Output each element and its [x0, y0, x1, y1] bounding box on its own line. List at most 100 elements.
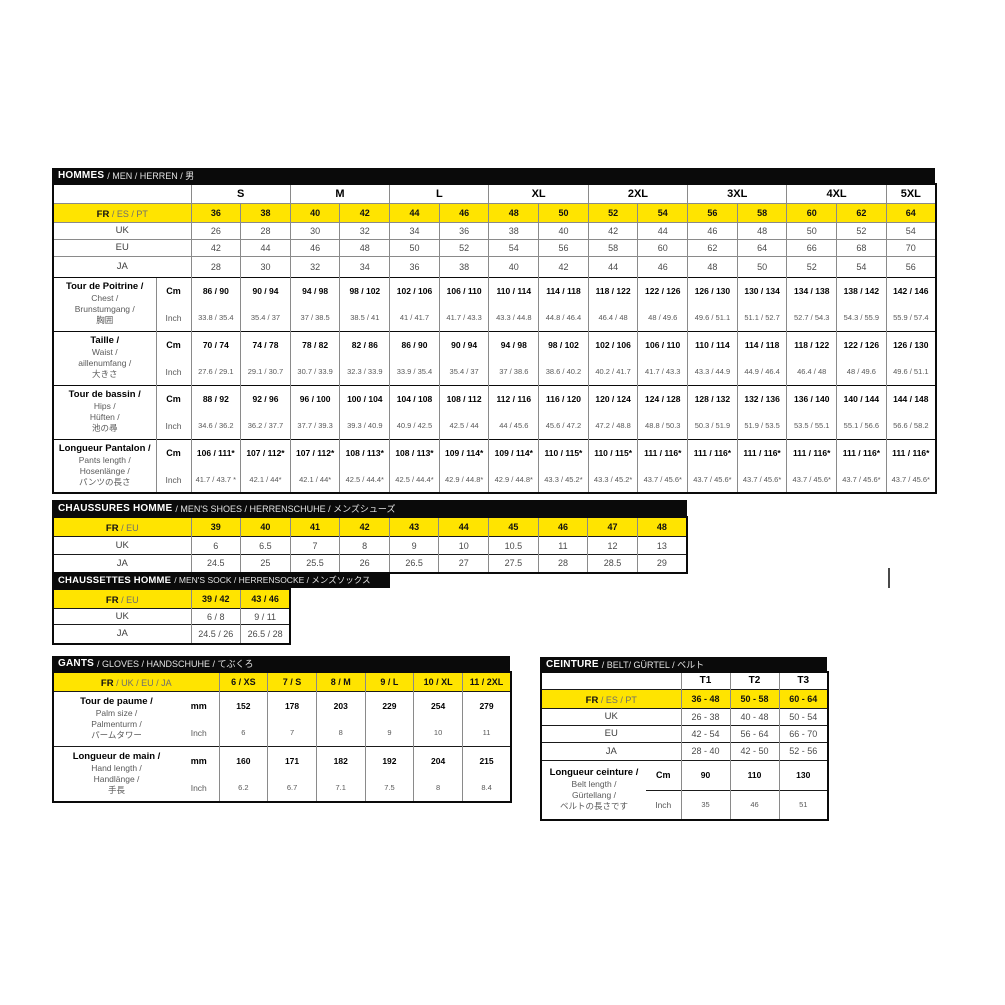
chest-cm-cell: 122 / 126 — [637, 276, 688, 305]
hips-measure-label: Tour de bassin / Hips / Hüften / 池の尋 — [52, 384, 156, 439]
socks-section-subtitle: / MEN'S SOCK / HERRENSOCKE / メンズソックス — [174, 575, 371, 585]
pants-cm-cell: 106 / 111* — [190, 438, 241, 467]
hips-inch-cell: 42.5 / 44 — [438, 413, 489, 439]
belt-section-title: CEINTURE — [546, 658, 599, 670]
fr-size-cell: 36 — [190, 202, 241, 222]
ja-size-cell: 34 — [339, 255, 390, 277]
waist-inch-cell: 30.7 / 33.9 — [289, 359, 340, 385]
shoes-ja-cell: 25.5 — [289, 554, 340, 573]
ja-size-cell: 30 — [240, 255, 291, 277]
belt-length-inch-cell: 51 — [778, 789, 828, 820]
cm-unit-label: Cm — [155, 330, 191, 359]
hand-mm-cell: 171 — [267, 746, 317, 775]
cm-unit-label: Cm — [646, 759, 681, 790]
hips-cm-cell: 132 / 136 — [736, 384, 787, 413]
belt-length-cm-cell: 110 — [729, 759, 779, 790]
hips-inch-cell: 47.2 / 48.8 — [587, 413, 638, 439]
belt-ja-cell: 42 - 50 — [729, 741, 779, 760]
gloves-section-header: GANTS / GLOVES / HANDSCHUHE / てぶくろ — [52, 656, 510, 671]
size-group-header-cell: L — [389, 184, 489, 203]
men-size-table: S M L XL 2XL 3XL 4XL 5XL FR / ES / PT 36 38 40 42 4… — [52, 183, 937, 494]
uk-row-label: UK — [52, 221, 191, 239]
palm-mm-cell: 254 — [413, 691, 463, 720]
waist-cm-cell: 98 / 102 — [538, 330, 589, 359]
pants-cm-cell: 111 / 116* — [836, 438, 887, 467]
hips-inch-cell: 53.5 / 55.1 — [786, 413, 837, 439]
belt-size-header-cell: T3 — [778, 672, 828, 689]
pants-cm-cell: 111 / 116* — [736, 438, 787, 467]
uk-size-cell: 26 — [190, 221, 241, 239]
waist-inch-cell: 37 / 38.6 — [488, 359, 539, 385]
shoes-ja-cell: 24.5 — [190, 554, 241, 573]
ja-row-label: JA — [52, 255, 191, 277]
belt-length-inch-cell: 46 — [729, 789, 779, 820]
ja-size-cell: 38 — [438, 255, 489, 277]
hips-inch-cell: 51.9 / 53.5 — [736, 413, 787, 439]
inch-unit-label: Inch — [155, 467, 191, 493]
eu-size-cell: 66 — [786, 238, 837, 256]
belt-uk-label: UK — [541, 707, 681, 725]
uk-size-cell: 40 — [538, 221, 589, 239]
hips-cm-cell: 92 / 96 — [240, 384, 291, 413]
pants-inch-cell: 42.1 / 44* — [240, 467, 291, 493]
belt-size-header-cell: T2 — [729, 672, 779, 689]
chest-cm-cell: 130 / 134 — [736, 276, 787, 305]
chest-cm-cell: 134 / 138 — [786, 276, 837, 305]
belt-section-subtitle: / BELT/ GÜRTEL / ベルト — [601, 659, 705, 670]
size-group-header-cell: 5XL — [885, 184, 936, 203]
palm-mm-cell: 152 — [218, 691, 268, 720]
socks-uk-cell: 9 / 11 — [240, 608, 291, 625]
belt-uk-cell: 26 - 38 — [680, 707, 730, 725]
chest-inch-cell: 46.4 / 48 — [587, 305, 638, 331]
hips-cm-cell: 104 / 108 — [389, 384, 440, 413]
hips-cm-cell: 120 / 124 — [587, 384, 638, 413]
hips-cm-cell: 112 / 116 — [488, 384, 539, 413]
socks-ja-cell: 24.5 / 26 — [190, 624, 241, 644]
chest-cm-cell: 98 / 102 — [339, 276, 390, 305]
fr-size-cell: 56 — [687, 202, 738, 222]
hips-cm-cell: 140 / 144 — [836, 384, 887, 413]
stray-divider-mark — [888, 568, 890, 588]
palm-size-measure-label: Tour de paume / Palm size / Palmenturm / パ… — [53, 691, 179, 747]
eu-size-cell: 44 — [240, 238, 291, 256]
waist-measure-label: Taille / Waist / aillenumfang / 大きさ — [52, 330, 156, 385]
corner-empty-cell — [52, 184, 191, 203]
shoes-uk-cell: 7 — [289, 536, 340, 555]
shoes-section-header: CHAUSSURES HOMME / MEN'S SHOES / HERRENS… — [52, 500, 687, 516]
waist-cm-cell: 106 / 110 — [637, 330, 688, 359]
fr-size-cell: 44 — [389, 202, 440, 222]
chest-inch-cell: 54.3 / 55.9 — [836, 305, 887, 331]
waist-inch-cell: 41.7 / 43.3 — [637, 359, 688, 385]
belt-ja-cell: 28 - 40 — [680, 741, 730, 760]
belt-fr-cell: 50 - 58 — [729, 688, 779, 708]
fr-size-cell: 52 — [587, 202, 638, 222]
chest-inch-cell: 41 / 41.7 — [389, 305, 440, 331]
uk-size-cell: 54 — [885, 221, 936, 239]
shoes-uk-label: UK — [53, 536, 191, 555]
shoes-fr-eu-label: FR / EU — [105, 523, 139, 534]
socks-uk-label: UK — [53, 608, 191, 625]
hips-cm-cell: 108 / 112 — [438, 384, 489, 413]
hips-inch-cell: 56.6 / 58.2 — [885, 413, 936, 439]
men-section-header: HOMMES / MEN / HERREN / 男 — [52, 168, 935, 183]
hips-cm-cell: 128 / 132 — [687, 384, 738, 413]
uk-size-cell: 42 — [587, 221, 638, 239]
shoes-ja-cell: 27.5 — [488, 554, 539, 573]
size-group-header-cell: 2XL — [587, 184, 688, 203]
palm-inch-cell: 10 — [413, 719, 463, 747]
ja-size-cell: 46 — [637, 255, 688, 277]
uk-size-cell: 28 — [240, 221, 291, 239]
eu-size-cell: 58 — [587, 238, 638, 256]
fr-size-cell: 60 — [786, 202, 837, 222]
ja-size-cell: 36 — [389, 255, 440, 277]
eu-size-cell: 60 — [637, 238, 688, 256]
eu-size-cell: 48 — [339, 238, 390, 256]
shoes-fr-size-cell: 39 — [190, 517, 241, 537]
chest-cm-cell: 94 / 98 — [289, 276, 340, 305]
pants-cm-cell: 108 / 113* — [389, 438, 440, 467]
hips-cm-cell: 100 / 104 — [339, 384, 390, 413]
shoes-section-subtitle: / MEN'S SHOES / HERRENSCHUHE / メンズシューズ — [175, 503, 396, 514]
waist-cm-cell: 74 / 78 — [240, 330, 291, 359]
eu-size-cell: 42 — [190, 238, 241, 256]
